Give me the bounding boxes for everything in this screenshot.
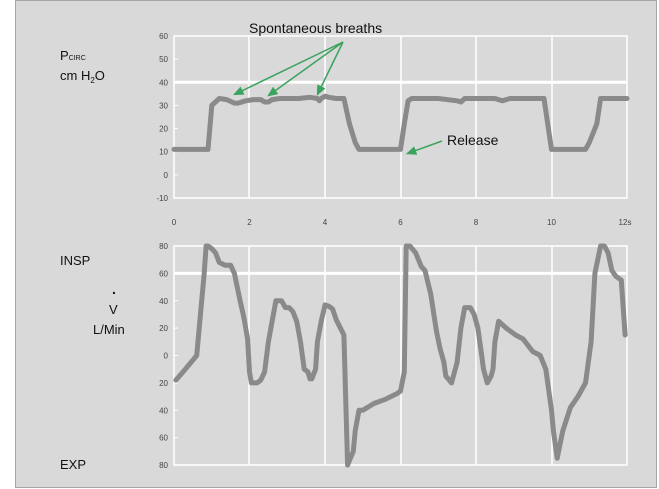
annotations <box>233 41 443 155</box>
pcirc-subscript: CIRC <box>68 55 86 62</box>
pressure-ytick-label: 0 <box>164 171 169 180</box>
pressure-xtick-label: 10 <box>547 218 556 227</box>
flow-dot-label: . <box>112 281 116 297</box>
flow-insp-label: INSP <box>60 253 91 268</box>
pcirc-units-end: O <box>94 68 105 83</box>
flow-ytick-label: 80 <box>159 242 168 251</box>
pressure-ytick-label: 10 <box>159 148 168 157</box>
pcirc-units-label: cm H2O <box>60 68 105 85</box>
pressure-xtick-label: 6 <box>398 218 403 227</box>
pcirc-units-main: cm H <box>60 68 91 83</box>
pressure-ytick-label: -10 <box>156 194 168 203</box>
pressure-ytick-label: 60 <box>159 32 168 41</box>
flow-units-label: L/Min <box>93 322 125 337</box>
flow-ytick-label: 20 <box>159 324 168 333</box>
flow-ytick-label: 60 <box>159 434 168 443</box>
flow-symbol-label: V <box>109 302 118 317</box>
flow-ytick-label: 40 <box>159 406 168 415</box>
flow-ytick-label: 60 <box>159 269 168 278</box>
pressure-chart: 60 50 40 30 20 10 0 -10 0 2 4 6 8 10 12s <box>156 32 631 227</box>
pressure-ytick-label: 30 <box>159 101 168 110</box>
breath-arrow <box>316 41 344 96</box>
pressure-ytick-label: 20 <box>159 125 168 134</box>
breath-arrow <box>267 41 344 97</box>
pcirc-symbol: P <box>60 48 69 63</box>
flow-ytick-label: 40 <box>159 297 168 306</box>
pcirc-label: PCIRC <box>60 48 86 63</box>
breath-arrow <box>233 41 344 96</box>
pressure-ytick-label: 50 <box>159 55 168 64</box>
pcirc-units-subscript: 2 <box>90 76 95 85</box>
pressure-xtick-label: 2 <box>247 218 252 227</box>
pressure-ytick-label: 40 <box>159 78 168 87</box>
flow-ytick-label: 0 <box>164 352 169 361</box>
flow-ytick-label: 20 <box>159 379 168 388</box>
pressure-xtick-label: 4 <box>323 218 328 227</box>
flow-chart: 80 60 40 20 0 20 40 60 80 <box>159 242 628 470</box>
pressure-series-line <box>171 93 630 152</box>
pressure-xtick-label: 0 <box>172 218 177 227</box>
pressure-xtick-label: 8 <box>474 218 479 227</box>
flow-ytick-label: 80 <box>159 461 168 470</box>
annotation-release-label: Release <box>447 132 499 148</box>
release-arrow <box>405 140 443 155</box>
annotation-breaths-label: Spontaneous breaths <box>249 20 383 36</box>
flow-exp-label: EXP <box>60 457 87 472</box>
pressure-xtick-label: 12s <box>619 218 632 227</box>
flow-series-line <box>173 243 628 468</box>
